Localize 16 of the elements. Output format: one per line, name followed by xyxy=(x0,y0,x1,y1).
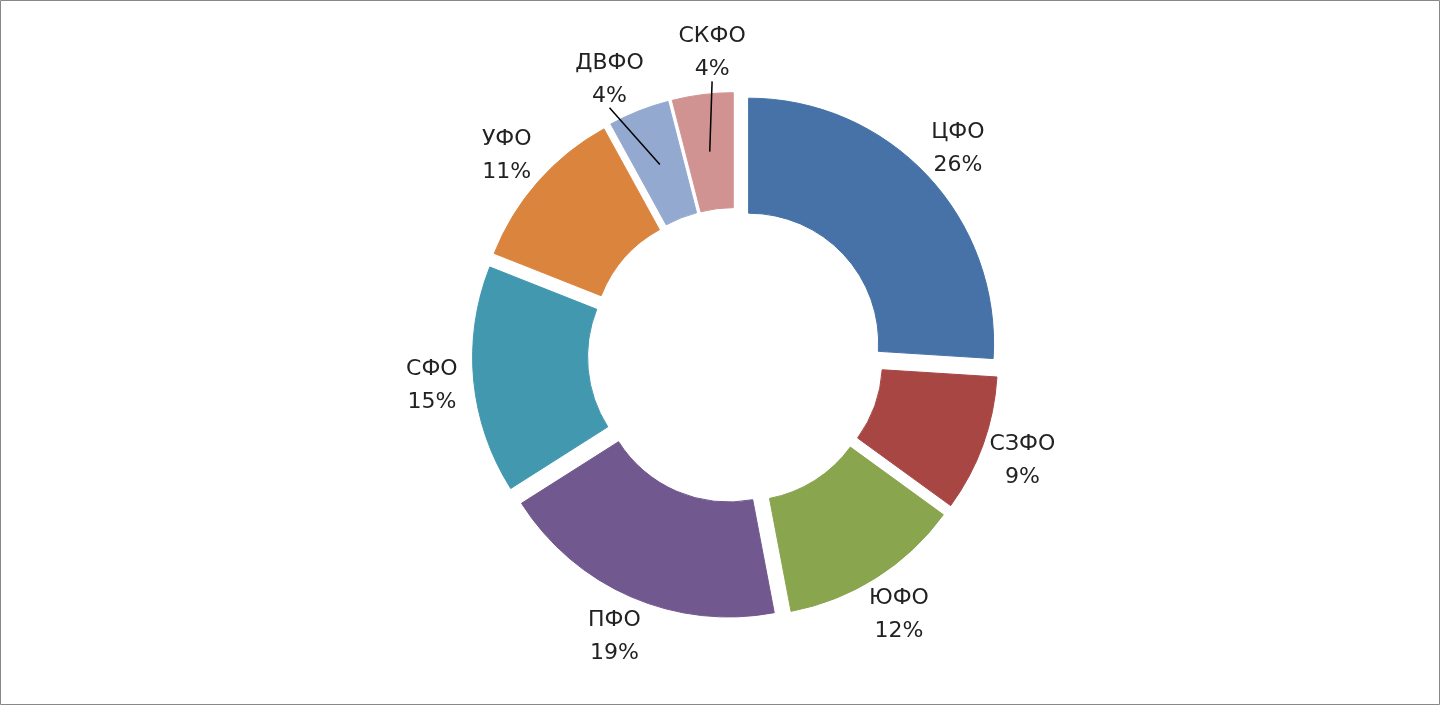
slice-label: СКФО xyxy=(678,22,746,48)
data-label: 11% xyxy=(482,157,532,183)
data-label: 4% xyxy=(694,55,730,81)
slice-label: ДВФО xyxy=(575,48,644,74)
slice-label: СФО xyxy=(406,355,458,381)
slice-label: СЗФО xyxy=(989,429,1056,455)
data-label: 9% xyxy=(1005,462,1040,488)
slice-label: УФО xyxy=(481,124,532,150)
slice-label: ПФО xyxy=(587,606,641,632)
slice-label: ЦФО xyxy=(931,117,985,143)
data-label: 15% xyxy=(407,388,457,414)
data-label: 19% xyxy=(589,639,639,665)
data-label: 12% xyxy=(874,617,924,643)
data-label: 26% xyxy=(933,150,983,176)
slice-label: ЮФО xyxy=(868,584,929,610)
data-label: 4% xyxy=(592,81,627,107)
